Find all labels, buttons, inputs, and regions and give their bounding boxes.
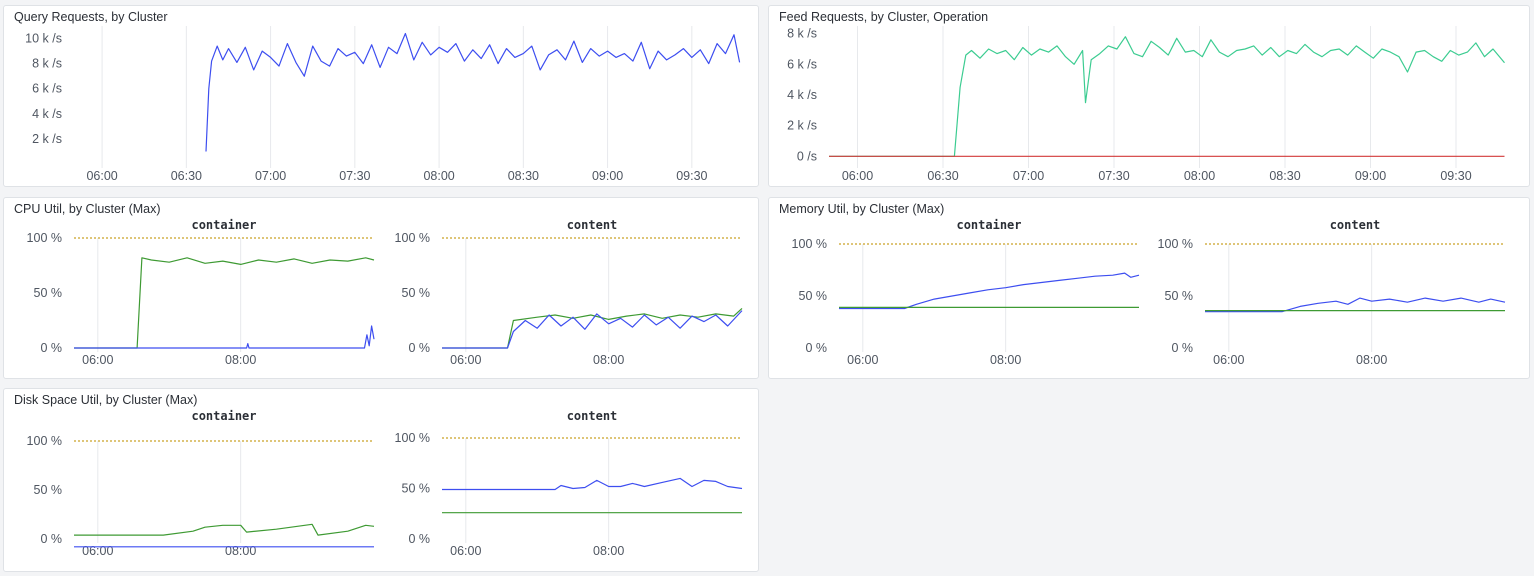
cpu-util-content-chart: content 06:00 08:00 0 % 50 % 100 % <box>395 218 743 367</box>
y-tick-label: 50 % <box>402 482 431 496</box>
x-tick-label: 07:30 <box>1098 169 1129 183</box>
x-tick-label: 06:00 <box>82 353 113 367</box>
x-tick-label: 06:00 <box>86 169 117 183</box>
panel-title: Feed Requests, by Cluster, Operation <box>779 10 989 24</box>
y-tick-label: 50 % <box>799 289 828 303</box>
y-tick-label: 0 % <box>40 341 62 355</box>
x-tick-label: 08:00 <box>1356 353 1387 367</box>
series-line-0 <box>442 477 743 491</box>
x-tick-label: 08:30 <box>508 169 539 183</box>
panel-title: CPU Util, by Cluster (Max) <box>14 202 161 216</box>
y-tick-label: 6 k /s <box>787 57 817 71</box>
disk-util-content-chart: content 06:00 08:00 0 % 50 % 100 % <box>395 409 743 558</box>
series-line-0 <box>839 272 1140 310</box>
y-tick-label: 2 k /s <box>787 119 817 133</box>
x-tick-label: 06:30 <box>927 169 958 183</box>
y-tick-label: 100 % <box>395 231 430 245</box>
feed-requests-chart: 06:00 06:30 07:00 07:30 08:00 08:30 09:00 09:30… <box>787 26 1505 183</box>
memory-util-panel: Memory Util, by Cluster (Max) container 0… <box>768 197 1530 379</box>
x-tick-label: 08:00 <box>225 353 256 367</box>
x-tick-label: 09:00 <box>1355 169 1386 183</box>
series-line-0 <box>442 307 743 349</box>
feed-requests-panel: Feed Requests, by Cluster, Operation 06:… <box>768 5 1530 187</box>
subplot-title: container <box>191 218 256 232</box>
subplot-title: container <box>956 218 1021 232</box>
y-tick-label: 0 % <box>408 532 430 546</box>
series-line-0 <box>74 257 375 349</box>
x-tick-label: 08:30 <box>1269 169 1300 183</box>
cpu-util-container-chart: container 06:00 08:00 0 % 50 % 100 % <box>27 218 375 367</box>
x-tick-label: 08:00 <box>593 353 624 367</box>
panel-title: Disk Space Util, by Cluster (Max) <box>14 393 198 407</box>
y-tick-label: 0 /s <box>797 149 817 163</box>
x-tick-label: 06:00 <box>842 169 873 183</box>
series-line-1 <box>74 325 375 349</box>
y-tick-label: 8 k /s <box>787 27 817 41</box>
x-tick-label: 07:30 <box>339 169 370 183</box>
x-tick-label: 09:00 <box>592 169 623 183</box>
disk-space-util-panel: Disk Space Util, by Cluster (Max) contai… <box>3 388 759 572</box>
series-line-0 <box>829 36 1505 157</box>
y-tick-label: 10 k /s <box>25 32 62 46</box>
x-tick-label: 08:00 <box>423 169 454 183</box>
x-tick-label: 06:00 <box>1213 353 1244 367</box>
subplot-title: content <box>567 218 618 232</box>
y-tick-label: 4 k /s <box>787 88 817 102</box>
cpu-util-panel: CPU Util, by Cluster (Max) container 06:0… <box>3 197 759 379</box>
panel-title: Memory Util, by Cluster (Max) <box>779 202 945 216</box>
y-tick-label: 0 % <box>1171 341 1193 355</box>
y-tick-label: 100 % <box>1158 237 1193 251</box>
y-tick-label: 0 % <box>40 532 62 546</box>
series-line-1 <box>442 310 743 349</box>
y-tick-label: 0 % <box>805 341 827 355</box>
query-requests-chart: 06:00 06:30 07:00 07:30 08:00 08:30 09:00 09:30… <box>25 26 741 183</box>
y-tick-label: 100 % <box>27 231 62 245</box>
y-tick-label: 6 k /s <box>32 82 62 96</box>
series-line-0 <box>1205 297 1506 313</box>
subplot-title: content <box>567 409 618 423</box>
x-tick-label: 06:00 <box>450 544 481 558</box>
query-requests-panel: Query Requests, by Cluster 06:00 06:30 07:… <box>3 5 759 187</box>
memory-util-container-chart: container 06:00 08:00 0 % 50 % 100 % <box>792 218 1140 367</box>
y-tick-label: 50 % <box>1165 289 1194 303</box>
y-tick-label: 50 % <box>34 483 63 497</box>
x-tick-label: 08:00 <box>1184 169 1215 183</box>
x-tick-label: 07:00 <box>1013 169 1044 183</box>
y-tick-label: 4 k /s <box>32 107 62 121</box>
subplot-title: content <box>1330 218 1381 232</box>
y-tick-label: 0 % <box>408 341 430 355</box>
y-tick-label: 50 % <box>34 286 63 300</box>
y-tick-label: 8 k /s <box>32 57 62 71</box>
y-tick-label: 2 k /s <box>32 132 62 146</box>
x-tick-label: 08:00 <box>225 544 256 558</box>
x-tick-label: 06:00 <box>847 353 878 367</box>
memory-util-content-chart: content 06:00 08:00 0 % 50 % 100 % <box>1158 218 1506 367</box>
x-tick-label: 09:30 <box>676 169 707 183</box>
x-tick-label: 06:30 <box>171 169 202 183</box>
panel-title: Query Requests, by Cluster <box>14 10 168 24</box>
y-tick-label: 50 % <box>402 286 431 300</box>
series-line-0 <box>74 523 375 536</box>
y-tick-label: 100 % <box>27 434 62 448</box>
x-tick-label: 06:00 <box>450 353 481 367</box>
y-tick-label: 100 % <box>395 431 430 445</box>
disk-util-container-chart: container 06:00 08:00 0 % 50 % 100 % <box>27 409 375 558</box>
subplot-title: container <box>191 409 256 423</box>
x-tick-label: 08:00 <box>990 353 1021 367</box>
series-line-0 <box>205 32 741 152</box>
x-tick-label: 08:00 <box>593 544 624 558</box>
x-tick-label: 07:00 <box>255 169 286 183</box>
y-tick-label: 100 % <box>792 237 827 251</box>
x-tick-label: 09:30 <box>1440 169 1471 183</box>
x-tick-label: 06:00 <box>82 544 113 558</box>
